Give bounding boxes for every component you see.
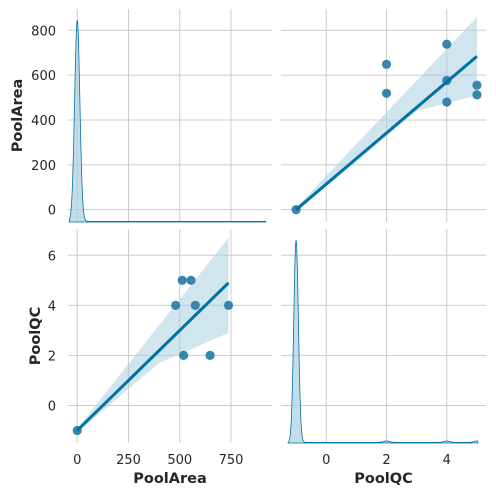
x-tick-label: 4 (443, 453, 451, 468)
scatter-point (442, 39, 452, 49)
y-tick-label: 600 (31, 69, 56, 84)
x-axis-label: PoolQC (354, 471, 413, 487)
regression-line (295, 55, 478, 211)
scatter-point (472, 80, 482, 90)
x-tick-label: 0 (73, 453, 81, 468)
y-tick-label: 200 (31, 159, 56, 174)
y-tick-label: 6 (48, 249, 56, 264)
panel-poolarea-kde: 0 200 400 600 800 (31, 9, 272, 223)
panel-poolqc-vs-poolarea: 0 2 4 6 0 250 500 750 (48, 229, 272, 468)
x-axis-label: PoolArea (133, 471, 207, 487)
panel-poolarea-vs-poolqc (281, 9, 486, 222)
y-tick-label: 400 (31, 114, 56, 129)
scatter-point (190, 300, 200, 310)
y-tick-label: 4 (48, 299, 56, 314)
y-axis-label: PoolQC (28, 307, 44, 366)
kde-curve-poolarea (68, 19, 267, 223)
regression-line (76, 281, 230, 432)
scatter-point (186, 275, 196, 285)
scatter-point (381, 59, 392, 69)
scatter-point (442, 97, 452, 107)
x-tick-label: 750 (219, 453, 244, 468)
scatter-point (381, 88, 392, 98)
panel-background (281, 229, 486, 443)
scatter-point (205, 350, 215, 360)
axis-labels: PoolArea PoolQC PoolArea PoolQC (10, 79, 413, 487)
panel-poolqc-kde: 0 2 4 (281, 229, 486, 468)
x-tick-label: 250 (116, 453, 141, 468)
scatter-point (179, 350, 189, 360)
panel-background (68, 9, 272, 222)
scatter-point (472, 90, 482, 100)
scatter-point (223, 300, 234, 310)
scatter-point (171, 300, 181, 310)
y-axis-label: PoolArea (10, 79, 26, 153)
x-tick-label: 2 (382, 453, 390, 468)
kde-curve-poolqc (287, 239, 479, 444)
y-tick-label: 2 (48, 349, 56, 364)
y-tick-label: 0 (48, 399, 56, 414)
y-tick-label: 0 (48, 204, 56, 219)
confidence-band (296, 16, 477, 212)
scatter-point (177, 275, 187, 285)
x-tick-label: 0 (322, 453, 330, 468)
confidence-band (77, 237, 229, 433)
x-tick-label: 500 (167, 453, 192, 468)
y-tick-label: 800 (31, 24, 56, 39)
